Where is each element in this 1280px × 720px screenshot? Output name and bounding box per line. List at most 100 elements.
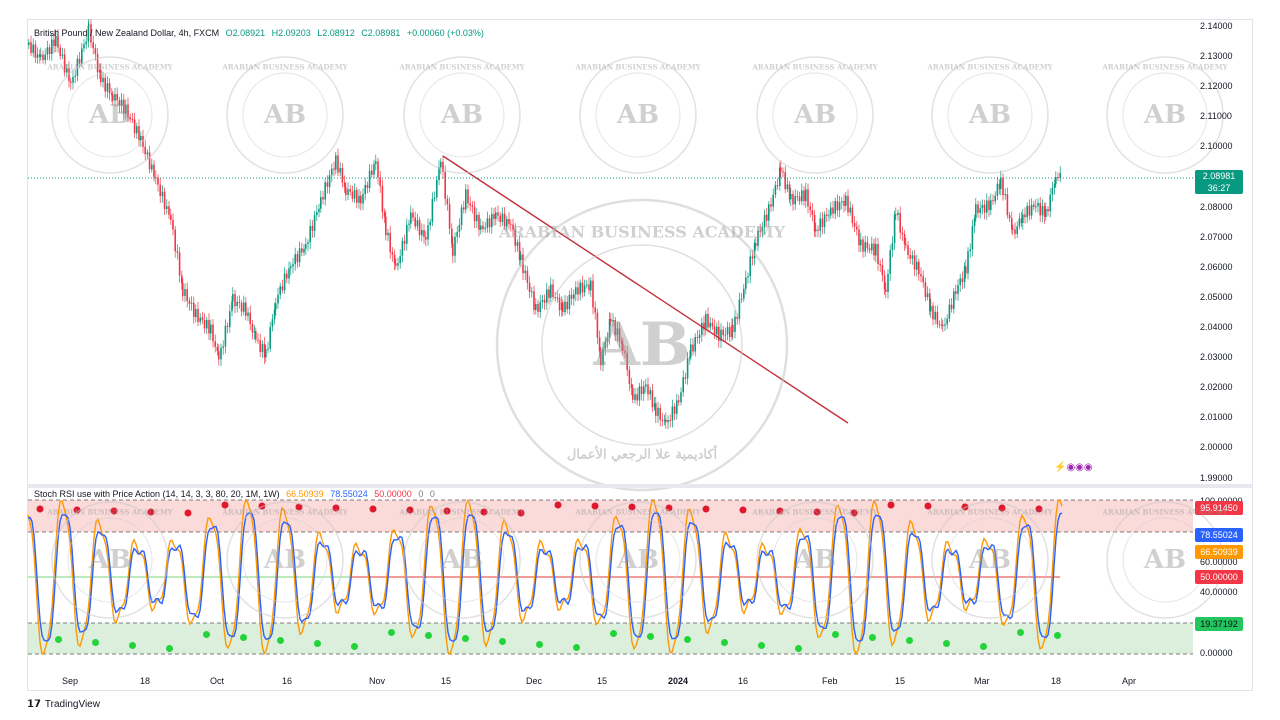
candle-body (600, 351, 602, 366)
candle-body (127, 104, 129, 118)
candle-body (1014, 229, 1016, 234)
indicator-legend: Stoch RSI use with Price Action (14, 14,… (34, 489, 439, 499)
watermark-ring-inner (242, 517, 328, 603)
candle-body (255, 331, 257, 340)
candle-body (222, 346, 224, 348)
candle-body (550, 284, 552, 298)
candle-body (510, 223, 512, 225)
candle-body (885, 289, 887, 292)
candle-body (918, 261, 920, 275)
candle-body (1018, 218, 1021, 227)
buy-signal-dot (1054, 632, 1061, 639)
indicator-k-value: 66.50939 (286, 489, 324, 499)
candle-body (950, 304, 953, 309)
candle-body (556, 297, 559, 299)
candle-body (588, 284, 590, 291)
candle-body (909, 255, 911, 259)
ohlc-low: L2.08912 (317, 28, 355, 38)
candle-body (114, 93, 116, 101)
candle-body (780, 167, 782, 172)
candle-body (938, 324, 941, 326)
tradingview-logo[interactable]: 𝟭𝟳 TradingView (27, 699, 100, 710)
candle-body (594, 307, 596, 313)
price-axis-label: 2.14000 (1200, 21, 1233, 31)
candle-body (853, 222, 856, 227)
candle-body (240, 302, 243, 312)
buy-signal-dot (129, 642, 136, 649)
candle-body (1047, 209, 1049, 212)
candle-body (873, 243, 875, 256)
candle-body (616, 328, 619, 336)
candle-body (942, 324, 944, 326)
buy-signal-dot (203, 631, 210, 638)
candle-body (630, 384, 633, 389)
candle-body (436, 180, 438, 198)
candle-body (936, 311, 939, 325)
candle-body (841, 201, 843, 203)
candle-body (707, 314, 709, 328)
buy-signal-dot (906, 637, 913, 644)
candle-body (172, 219, 174, 230)
candle-body (106, 83, 109, 92)
candle-body (427, 225, 429, 240)
indicator-name[interactable]: Stoch RSI use with Price Action (14, 14,… (34, 489, 280, 499)
candle-body (745, 277, 747, 289)
candle-body (30, 42, 32, 54)
candle-body (753, 242, 756, 259)
candle-body (51, 39, 53, 55)
watermark-ring-inner (419, 72, 505, 158)
candle-body (632, 388, 634, 400)
candle-body (1053, 183, 1056, 188)
symbol-title[interactable]: British Pound / New Zealand Dollar, 4h, … (34, 28, 220, 38)
candle-body (395, 263, 397, 266)
buy-signal-dot (536, 641, 543, 648)
candle-body (732, 325, 734, 332)
candle-body (433, 197, 436, 199)
candle-body (140, 135, 142, 141)
candle-body (112, 94, 114, 101)
candle-body (1004, 194, 1006, 196)
candle-body (784, 172, 786, 190)
candle-body (381, 185, 384, 213)
candle-body (229, 311, 231, 327)
candle-body (1039, 202, 1041, 216)
candle-body (643, 386, 645, 395)
candle-body (100, 69, 102, 83)
candle-body (996, 183, 999, 196)
candle-body (1045, 209, 1047, 217)
pane-divider[interactable] (27, 484, 1253, 488)
candle-body (794, 196, 796, 205)
watermark-ring (403, 501, 521, 619)
candle-body (174, 229, 176, 252)
candle-body (690, 344, 692, 358)
candle-body (543, 299, 546, 303)
candle-body (809, 206, 811, 211)
candle-body (524, 270, 526, 274)
candle-body (843, 201, 845, 206)
candle-body (526, 270, 529, 283)
buy-signal-dot (425, 632, 432, 639)
candle-body (146, 152, 149, 155)
candle-body (955, 291, 957, 294)
candle-body (722, 329, 724, 336)
candle-body (157, 177, 159, 185)
time-axis-label: 15 (597, 676, 608, 686)
candle-body (469, 203, 471, 206)
candle-body (473, 206, 476, 222)
candle-body (120, 99, 123, 106)
tag-upper: 95.91450 (1195, 501, 1243, 515)
candle-body (497, 212, 499, 216)
candle-body (273, 309, 276, 320)
tag-lower: 19.37192 (1195, 617, 1243, 631)
buy-signal-dot (721, 639, 728, 646)
candle-body (916, 261, 918, 270)
candle-body (488, 218, 491, 228)
candle-body (684, 377, 687, 379)
candle-body (934, 311, 936, 320)
candle-body (539, 301, 541, 312)
candle-body (803, 190, 805, 202)
events-icon[interactable]: ⚡◉◉◉ (1054, 462, 1093, 473)
candle-body (692, 344, 694, 352)
candle-body (159, 184, 161, 197)
